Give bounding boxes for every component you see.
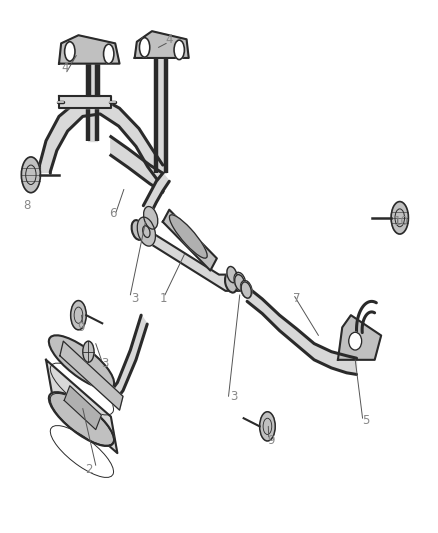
Polygon shape (134, 31, 189, 58)
Ellipse shape (170, 215, 207, 258)
Ellipse shape (49, 392, 114, 446)
Polygon shape (247, 287, 357, 374)
Circle shape (65, 42, 75, 61)
Ellipse shape (241, 282, 251, 298)
Ellipse shape (137, 217, 155, 246)
Text: 4: 4 (166, 33, 173, 46)
Text: 9: 9 (267, 434, 275, 448)
Circle shape (391, 201, 408, 234)
Ellipse shape (349, 332, 362, 350)
Text: 8: 8 (23, 199, 30, 212)
Text: 5: 5 (362, 414, 370, 427)
Circle shape (103, 44, 114, 63)
Text: 3: 3 (101, 357, 108, 370)
Text: 10: 10 (393, 215, 408, 228)
Polygon shape (88, 63, 97, 141)
Polygon shape (134, 222, 243, 291)
Polygon shape (64, 386, 101, 430)
Polygon shape (111, 136, 163, 192)
Text: 3: 3 (230, 390, 238, 403)
Circle shape (174, 40, 184, 60)
Ellipse shape (227, 266, 237, 282)
Circle shape (139, 38, 150, 57)
Text: 1: 1 (159, 293, 167, 305)
Polygon shape (89, 63, 98, 108)
Circle shape (21, 157, 40, 192)
Polygon shape (156, 58, 166, 173)
Text: 3: 3 (131, 293, 138, 305)
Text: 9: 9 (77, 321, 85, 334)
Text: 6: 6 (110, 207, 117, 220)
Polygon shape (109, 315, 147, 402)
Ellipse shape (131, 220, 144, 240)
Ellipse shape (240, 280, 252, 298)
Text: 4: 4 (62, 61, 69, 74)
Polygon shape (143, 173, 169, 215)
Ellipse shape (49, 335, 114, 389)
Polygon shape (60, 341, 123, 410)
Circle shape (83, 341, 94, 362)
Ellipse shape (144, 206, 158, 229)
Polygon shape (59, 96, 111, 108)
Polygon shape (163, 209, 217, 271)
Polygon shape (59, 35, 120, 63)
Text: 2: 2 (85, 463, 93, 476)
Polygon shape (39, 96, 163, 181)
Text: 7: 7 (293, 293, 300, 305)
Ellipse shape (234, 272, 246, 290)
Ellipse shape (235, 274, 245, 291)
Polygon shape (338, 315, 381, 360)
Polygon shape (46, 360, 117, 453)
Circle shape (71, 301, 86, 330)
Ellipse shape (225, 273, 237, 293)
Circle shape (260, 412, 275, 441)
